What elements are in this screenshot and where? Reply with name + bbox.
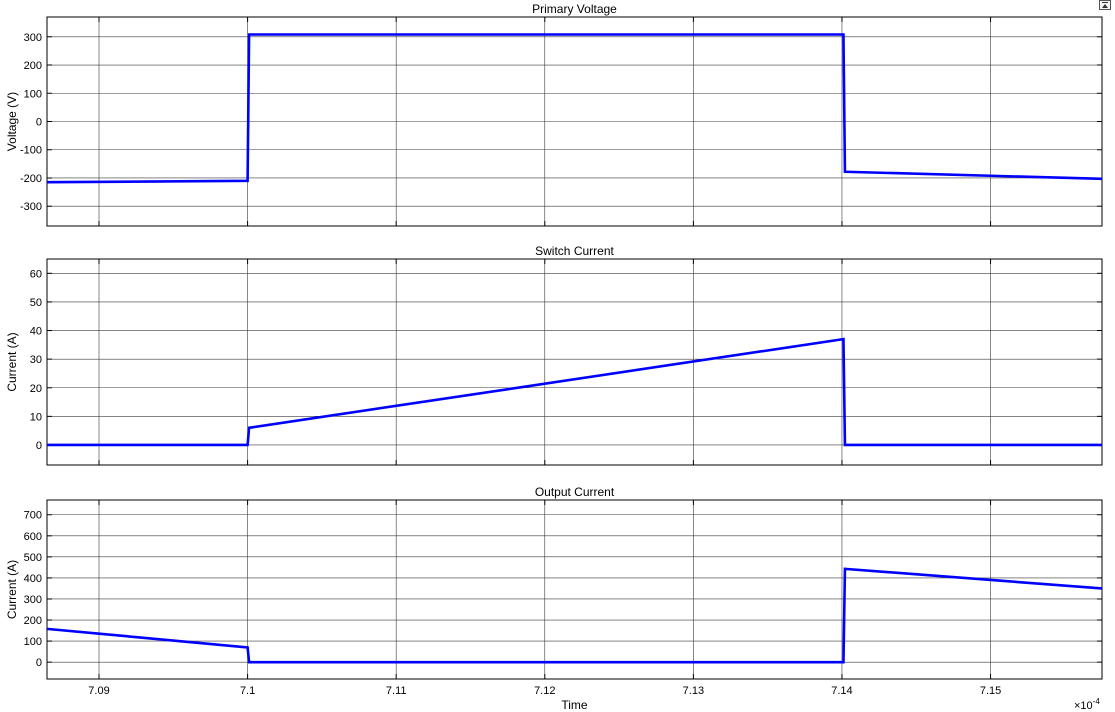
y-tick-label: -200 — [20, 173, 42, 185]
y-tick-label: 500 — [24, 552, 42, 564]
y-tick-label: 300 — [24, 32, 42, 44]
y-tick-label: -100 — [20, 145, 42, 157]
undock-icon[interactable] — [1099, 0, 1111, 10]
y-tick-label: 20 — [30, 383, 42, 395]
plot-area — [47, 259, 1102, 465]
y-tick-label: 200 — [24, 60, 42, 72]
x-tick-label: 7.15 — [980, 685, 1001, 697]
y-tick-label: 400 — [24, 573, 42, 585]
y-axis-label: Voltage (V) — [5, 92, 19, 151]
y-tick-label: 50 — [30, 297, 42, 309]
panel-title: Primary Voltage — [532, 2, 617, 16]
y-tick-label: 40 — [30, 326, 42, 338]
y-tick-label: 100 — [24, 88, 42, 100]
x-exponent-power: -4 — [1093, 697, 1101, 706]
y-tick-label: 0 — [36, 657, 42, 669]
x-tick-label: 7.11 — [386, 685, 407, 697]
x-axis-label: Time — [561, 698, 588, 712]
y-tick-label: 300 — [24, 594, 42, 606]
y-tick-label: -300 — [20, 201, 42, 213]
panel-title: Output Current — [535, 485, 615, 499]
x-tick-label: 7.13 — [683, 685, 704, 697]
panel-2: 0 10 20 30 40 50 60 Switch Current Current (A) — [5, 244, 1103, 466]
panel-3: 0 100 200 300 400 500 600 700 7.09 7.1 7.11 7.12 7.1… — [5, 485, 1103, 712]
y-tick-label: 200 — [24, 615, 42, 627]
y-axis-label: Current (A) — [5, 332, 19, 391]
x-tick-label: 7.12 — [534, 685, 555, 697]
y-tick-label: 10 — [30, 411, 42, 423]
axes-box — [46, 499, 1103, 680]
x-tick-label: 7.1 — [240, 685, 255, 697]
y-axis-label: Current (A) — [5, 560, 19, 619]
y-tick-label: 600 — [24, 531, 42, 543]
y-tick-label: 30 — [30, 354, 42, 366]
x-exponent-label: ×10-4 — [1074, 697, 1100, 712]
plot-area — [47, 500, 1102, 679]
y-tick-label: 0 — [36, 440, 42, 452]
series-line — [47, 337, 1102, 447]
y-tick-label: 700 — [24, 510, 42, 522]
y-tick-label: 60 — [30, 268, 42, 280]
series-line — [46, 33, 1103, 184]
x-tick-label: 7.09 — [88, 685, 109, 697]
x-exponent-base: ×10 — [1074, 700, 1093, 712]
panel-1: -300 -200 -100 0 100 200 300 Primary Voltage Vol… — [5, 2, 1103, 227]
y-tick-label: 100 — [24, 636, 42, 648]
x-tick-label: 7.14 — [831, 685, 852, 697]
series-line — [46, 567, 1103, 664]
axes-box — [46, 258, 1103, 466]
panel-title: Switch Current — [535, 244, 614, 258]
y-tick-label: 0 — [36, 117, 42, 129]
